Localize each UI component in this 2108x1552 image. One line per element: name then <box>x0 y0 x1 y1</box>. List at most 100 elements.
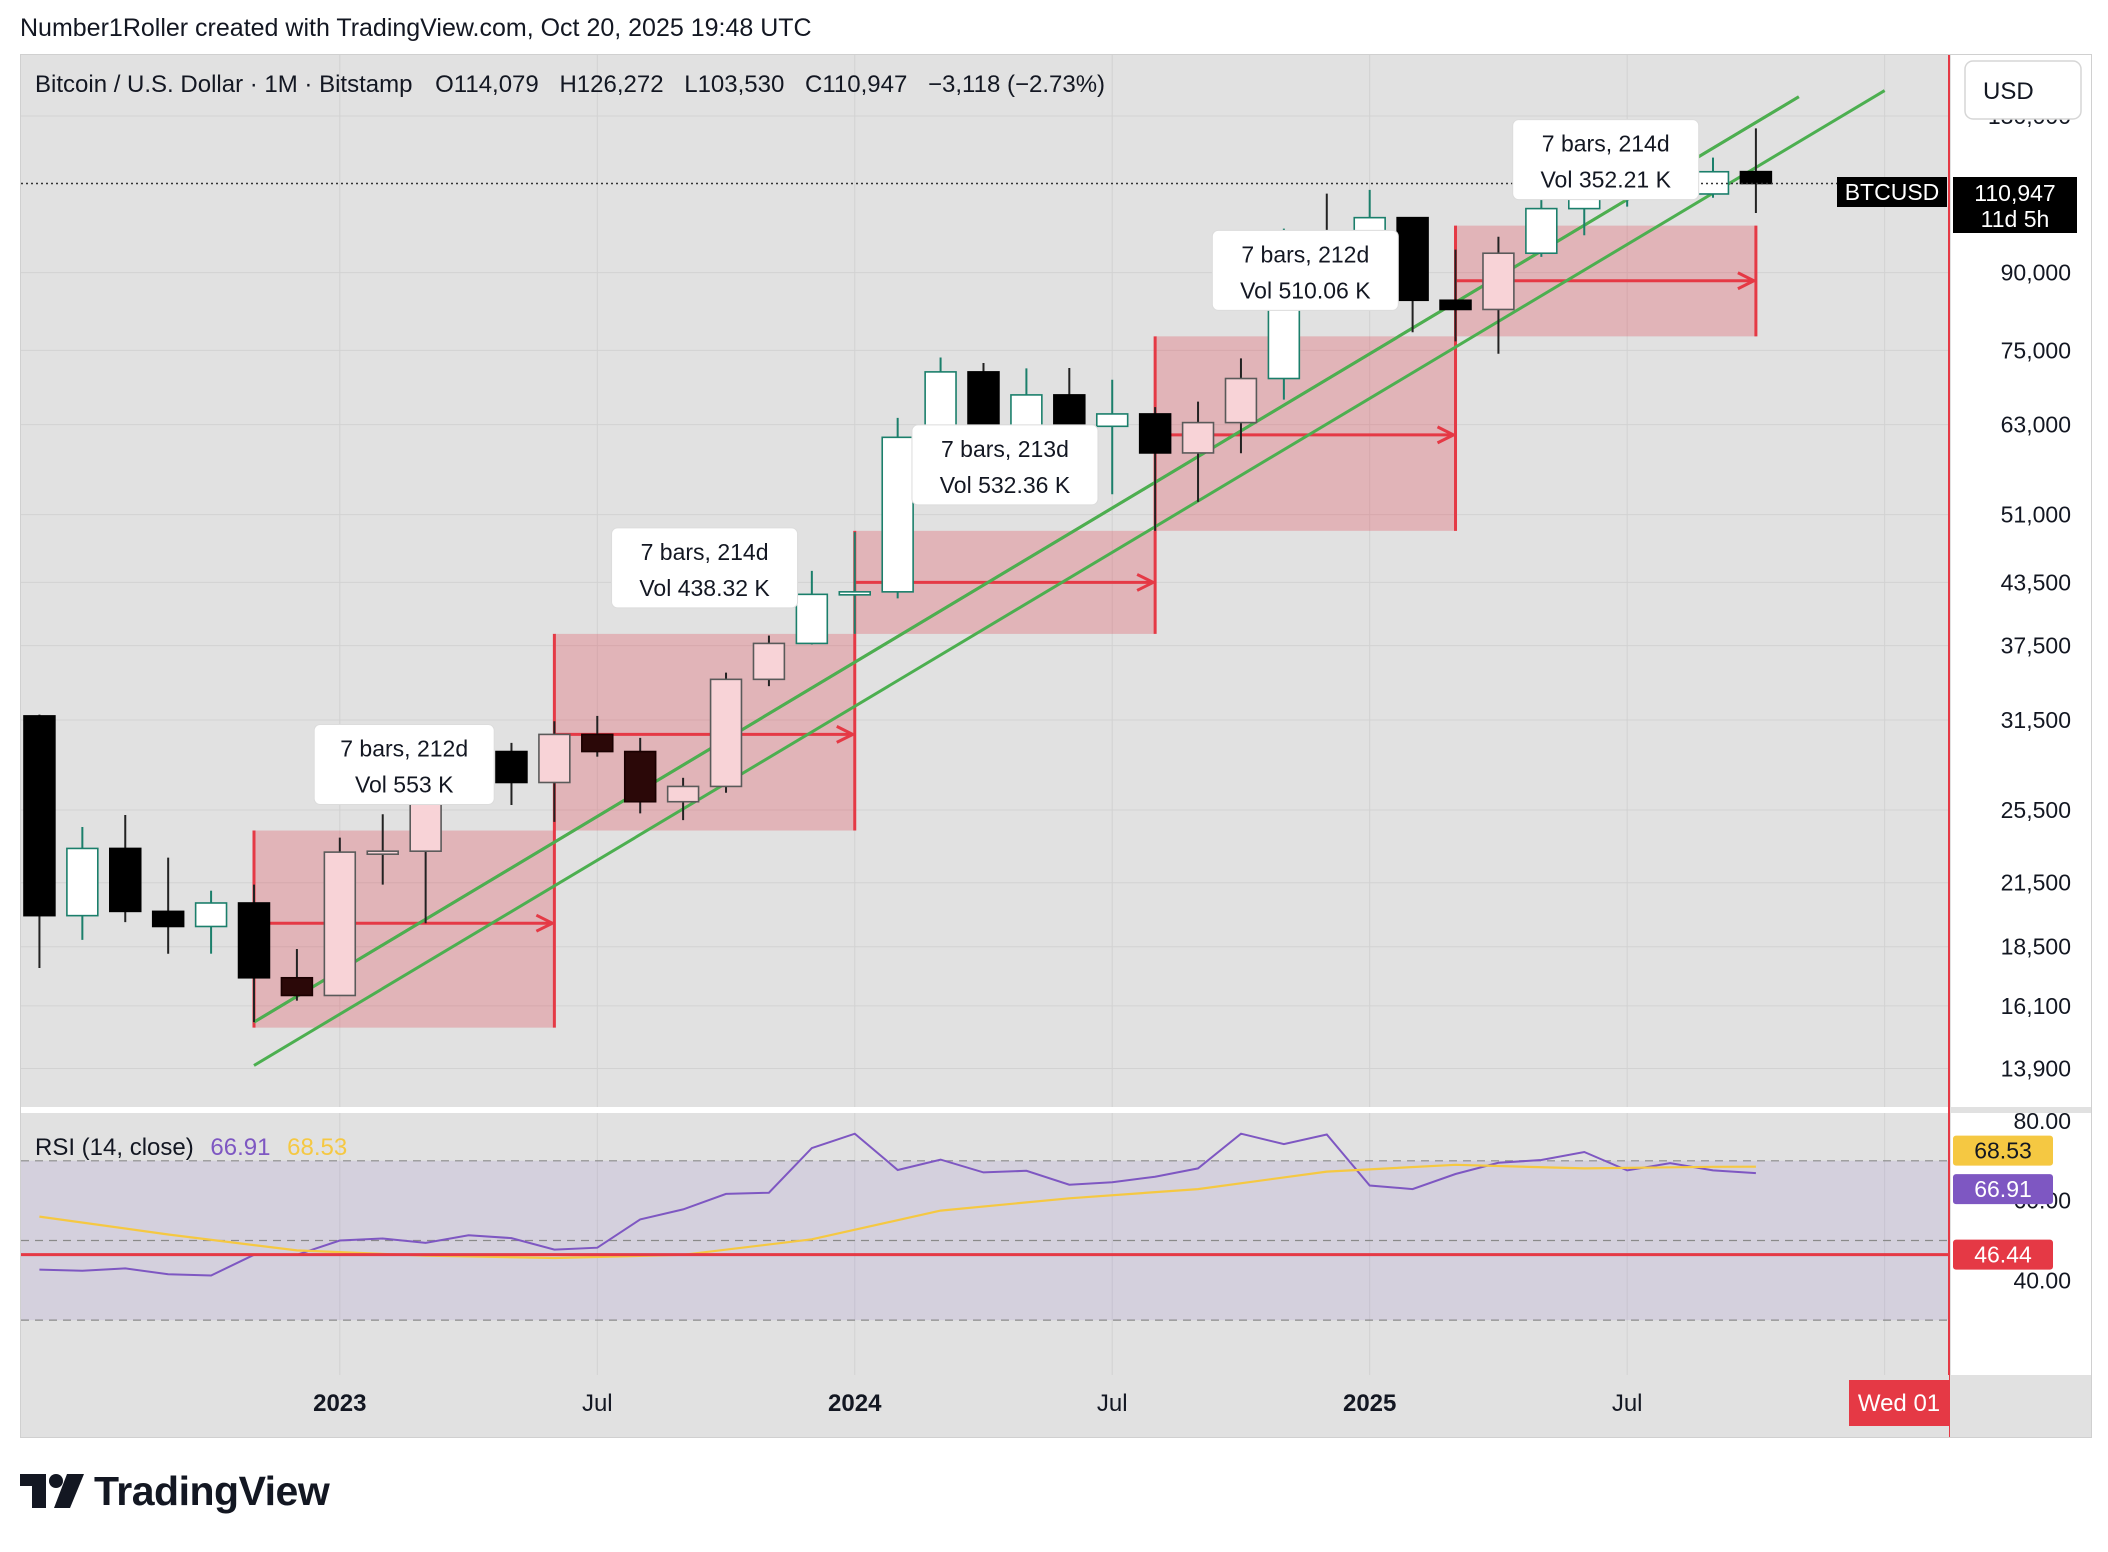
candles <box>23 128 1773 1023</box>
rsi-legend-name: RSI (14, close) <box>35 1134 194 1161</box>
candle-bear <box>1053 394 1086 428</box>
candle-bull <box>66 847 99 917</box>
range-label-vol: Vol 438.32 K <box>639 575 770 601</box>
candle-bear <box>280 976 314 997</box>
rsi-tick-label: 80.00 <box>2013 1108 2071 1134</box>
candle-bull <box>881 436 914 593</box>
candle-bull <box>795 593 829 645</box>
price-tick-label: 18,500 <box>2001 934 2071 960</box>
channel-line <box>253 89 1886 1067</box>
candle-bull <box>323 851 357 997</box>
legend-l-label: L <box>684 71 697 98</box>
candle-bull <box>1095 413 1129 428</box>
candle-bull <box>366 850 399 855</box>
range-label-box <box>611 527 799 609</box>
time-axis-bg <box>21 1375 1949 1437</box>
rsi-legend: RSI (14, close) 66.91 68.53 <box>35 1134 347 1161</box>
legend: Bitcoin / U.S. Dollar · 1M · Bitstamp O1… <box>35 71 1105 98</box>
price-tag-price: 110,947 <box>1974 180 2055 206</box>
range-label-bars: 7 bars, 214d <box>1542 131 1670 157</box>
range-label-vol: Vol 532.36 K <box>940 472 1071 498</box>
time-tick-label: 2025 <box>1343 1390 1396 1417</box>
rsi-line <box>39 1132 1756 1277</box>
candle-bull <box>752 642 786 681</box>
candle-bull <box>1224 377 1258 424</box>
rsi-value-tag-text: 68.53 <box>1974 1138 2032 1164</box>
candle-bull <box>709 678 743 788</box>
range-label-box <box>313 724 495 806</box>
chart-frame[interactable]: 7 bars, 212d Vol 553 K 7 bars, 214d Vol 438… <box>20 54 2092 1438</box>
range-label-bars: 7 bars, 213d <box>941 436 1069 462</box>
rsi-tick-label: 40.00 <box>2013 1267 2071 1293</box>
candle-bear <box>623 750 657 803</box>
cursor-time-text: Wed 01 <box>1858 1390 1940 1417</box>
price-tick-label: 75,000 <box>2001 337 2071 363</box>
range-label-box <box>1211 229 1399 311</box>
candle-bear <box>581 733 614 753</box>
range-labels: 7 bars, 212d Vol 553 K 7 bars, 214d Vol 438… <box>313 119 1700 806</box>
tradingview-logo[interactable]: TradingView <box>20 1466 330 1516</box>
range-label-bars: 7 bars, 212d <box>340 736 468 762</box>
candle-bull <box>666 785 700 803</box>
range-label: 7 bars, 212d Vol 510.06 K <box>1211 229 1399 311</box>
candle-bear <box>109 847 142 913</box>
range-label-bars: 7 bars, 214d <box>641 539 769 565</box>
time-tick-label: Jul <box>1612 1390 1643 1417</box>
time-tick-label: 2024 <box>828 1390 882 1417</box>
candle-bear <box>495 750 528 784</box>
candle-bear <box>151 910 185 928</box>
time-tick-label: Jul <box>582 1390 613 1417</box>
time-tick-label: Jul <box>1097 1390 1128 1417</box>
pane-divider[interactable] <box>21 1107 1949 1113</box>
price-tick-label: 21,500 <box>2001 870 2071 896</box>
candle-bear <box>1396 216 1429 302</box>
candle-bull <box>194 902 228 928</box>
legend-symbol: Bitcoin / U.S. Dollar · 1M · Bitstamp <box>35 71 412 98</box>
candle-bull <box>1482 252 1515 311</box>
price-tick-label: 13,900 <box>2001 1056 2071 1082</box>
currency-label: USD <box>1983 78 2034 105</box>
range-label: 7 bars, 212d Vol 553 K <box>313 724 495 806</box>
range-box <box>253 830 555 1028</box>
rsi-level-tag <box>1953 1239 2053 1270</box>
price-tick-label: 51,000 <box>2001 502 2071 528</box>
legend-open: 114,079 <box>454 71 539 98</box>
candle-bear <box>1439 299 1472 311</box>
rsi-legend-value: 66.91 <box>210 1134 270 1161</box>
candle-bull <box>1181 421 1215 454</box>
legend-c-label: C <box>805 71 822 98</box>
tradingview-logo-icon <box>20 1474 84 1508</box>
time-axis[interactable]: 2023Jul2024Jul2025Jul2026 <box>21 1375 1949 1437</box>
candle-bear <box>23 715 56 917</box>
candle-bear <box>237 902 271 979</box>
rsi-value-tag <box>1953 1174 2053 1205</box>
candle-bull <box>838 591 872 596</box>
range-label-vol: Vol 352.21 K <box>1540 167 1671 193</box>
price-tick-label: 37,500 <box>2001 633 2071 659</box>
rsi-ma-line <box>39 1163 1756 1260</box>
currency-button[interactable]: USD <box>1964 60 2082 120</box>
rsi-level-tag-text: 46.44 <box>1974 1242 2032 1268</box>
legend-close: 110,947 <box>822 71 907 98</box>
cursor-time-label: Wed 01 <box>1849 1380 1949 1426</box>
range-label: 7 bars, 214d Vol 438.32 K <box>611 527 799 609</box>
candle-bear <box>1138 413 1172 454</box>
legend-h-label: H <box>559 71 576 98</box>
svg-text:RSI (14, close) 66.91: RSI (14, close) 66.91 68.53 <box>35 1134 347 1161</box>
rsi-ma-legend-value: 68.53 <box>287 1134 347 1161</box>
price-tick-label: 43,500 <box>2001 569 2071 595</box>
candle-bull <box>1525 207 1558 255</box>
tradingview-wordmark: TradingView <box>94 1467 330 1514</box>
chart-credit: Number1Roller created with TradingView.c… <box>20 14 812 42</box>
channel-line <box>253 95 1800 1024</box>
range-label-box <box>911 424 1099 506</box>
chart-svg[interactable]: 7 bars, 212d Vol 553 K 7 bars, 214d Vol 438… <box>21 55 2091 1437</box>
legend-high: 126,272 <box>577 71 664 98</box>
range-label-vol: Vol 553 K <box>355 772 454 798</box>
rsi-pane <box>21 1132 1949 1321</box>
svg-text:Bitcoin / U.S. Dollar · 1M · B: Bitcoin / U.S. Dollar · 1M · Bitstamp O1… <box>35 71 1105 98</box>
legend-change: −3,118 (−2.73%) <box>928 71 1105 98</box>
legend-low: 103,530 <box>698 71 785 98</box>
range-boxes <box>252 225 1758 1028</box>
